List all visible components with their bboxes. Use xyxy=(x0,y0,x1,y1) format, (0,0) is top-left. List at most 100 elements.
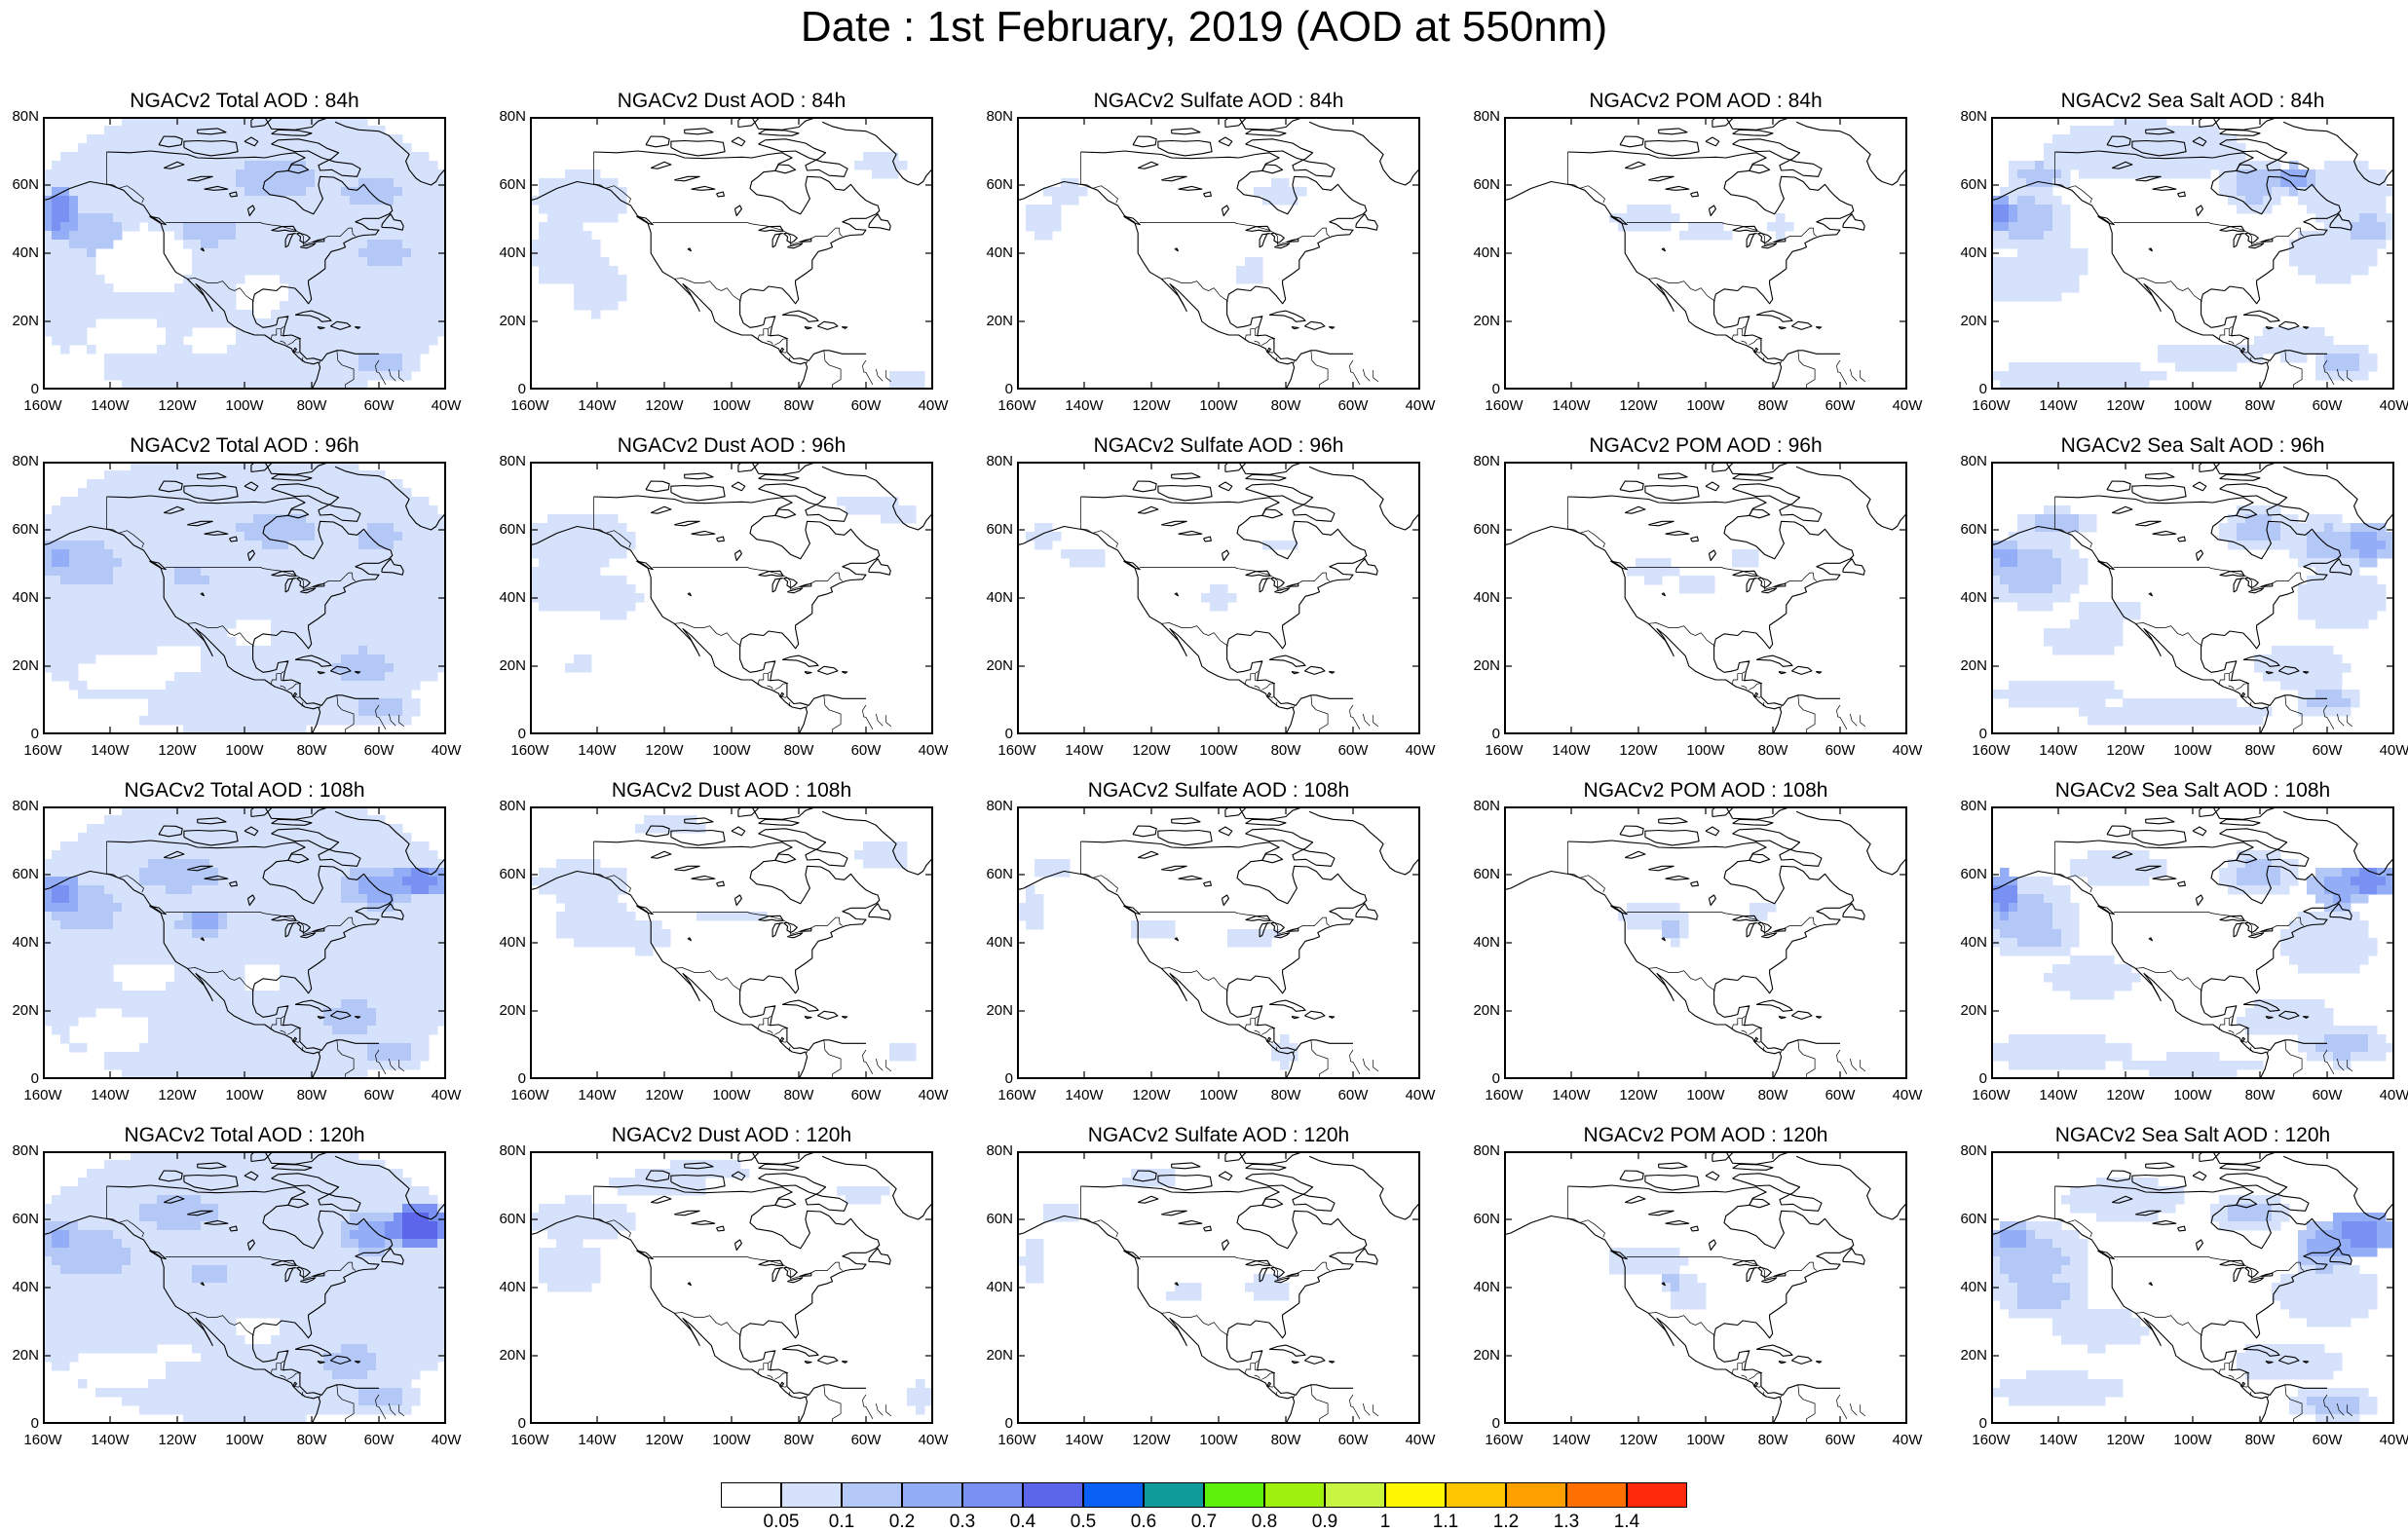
lat-tick-label: 0 xyxy=(1948,1415,1987,1432)
colorbar-swatch xyxy=(962,1482,1023,1508)
lat-tick-label: 80N xyxy=(487,798,526,814)
lon-tick-label: 120W xyxy=(635,742,694,759)
lon-tick-label: 140W xyxy=(1542,1432,1600,1448)
lon-tick-label: 100W xyxy=(702,1087,761,1103)
panel-title: NGACv2 Dust AOD : 96h xyxy=(491,434,972,458)
lat-tick-label: 20N xyxy=(974,657,1013,674)
panel-title: NGACv2 POM AOD : 108h xyxy=(1465,779,1946,803)
colorbar-label: 0.1 xyxy=(812,1512,871,1533)
lon-tick-label: 160W xyxy=(988,1432,1046,1448)
lon-tick-label: 140W xyxy=(81,397,139,414)
lat-tick-label: 60N xyxy=(1948,521,1987,538)
lat-tick-label: 20N xyxy=(487,313,526,329)
lon-tick-label: 40W xyxy=(904,1087,962,1103)
lat-tick-label: 0 xyxy=(487,1070,526,1087)
lon-tick-label: 120W xyxy=(148,1432,207,1448)
lat-tick-label: 80N xyxy=(487,453,526,469)
panel-title: NGACv2 Sulfate AOD : 96h xyxy=(978,434,1459,458)
lon-tick-label: 120W xyxy=(635,1087,694,1103)
lon-tick-label: 100W xyxy=(1676,1432,1735,1448)
lat-tick-label: 80N xyxy=(0,108,39,125)
lon-tick-label: 120W xyxy=(1122,397,1181,414)
lon-tick-label: 120W xyxy=(1609,1432,1668,1448)
lat-tick-label: 20N xyxy=(974,313,1013,329)
lon-tick-label: 60W xyxy=(837,397,895,414)
lat-tick-label: 80N xyxy=(1948,798,1987,814)
lon-tick-label: 140W xyxy=(2029,742,2088,759)
lat-tick-label: 80N xyxy=(1461,1142,1500,1159)
lon-tick-label: 60W xyxy=(1324,1432,1382,1448)
lon-tick-label: 100W xyxy=(2163,1432,2222,1448)
lat-tick-label: 80N xyxy=(487,1142,526,1159)
lat-tick-label: 80N xyxy=(1461,453,1500,469)
map-panel-pom-120h xyxy=(1504,1151,1907,1424)
lat-tick-label: 0 xyxy=(1948,726,1987,742)
lon-tick-label: 160W xyxy=(1962,742,2020,759)
panel-title: NGACv2 Total AOD : 108h xyxy=(4,779,485,803)
lat-tick-label: 80N xyxy=(0,453,39,469)
lon-tick-label: 40W xyxy=(1878,1432,1937,1448)
map-panel-dust-84h xyxy=(530,117,933,390)
lon-tick-label: 40W xyxy=(2365,1432,2408,1448)
lon-tick-label: 80W xyxy=(1257,397,1315,414)
lon-tick-label: 40W xyxy=(2365,1087,2408,1103)
lat-tick-label: 20N xyxy=(0,1002,39,1019)
aerosol-field xyxy=(530,815,917,1062)
panel-title: NGACv2 Sulfate AOD : 84h xyxy=(978,90,1459,113)
lon-tick-label: 80W xyxy=(770,1432,828,1448)
lon-tick-label: 60W xyxy=(350,1087,408,1103)
lat-tick-label: 20N xyxy=(1948,657,1987,674)
lon-tick-label: 40W xyxy=(1878,397,1937,414)
map-panel-sea-salt-108h xyxy=(1991,806,2394,1079)
colorbar-swatch xyxy=(1144,1482,1204,1508)
colorbar-label: 0.3 xyxy=(933,1512,992,1533)
lat-tick-label: 60N xyxy=(974,1211,1013,1227)
lon-tick-label: 120W xyxy=(635,1432,694,1448)
lon-tick-label: 140W xyxy=(2029,1087,2088,1103)
panel-title: NGACv2 POM AOD : 84h xyxy=(1465,90,1946,113)
map-canvas xyxy=(1991,806,2394,1079)
lon-tick-label: 40W xyxy=(1391,1087,1449,1103)
panel-title: NGACv2 Sulfate AOD : 108h xyxy=(978,779,1459,803)
panel-title: NGACv2 Sea Salt AOD : 84h xyxy=(1952,90,2408,113)
lon-tick-label: 40W xyxy=(2365,397,2408,414)
map-canvas xyxy=(530,1151,933,1424)
panel-title: NGACv2 Total AOD : 120h xyxy=(4,1124,485,1147)
lon-tick-label: 120W xyxy=(2096,1432,2155,1448)
map-canvas xyxy=(1017,117,1420,390)
lon-tick-label: 100W xyxy=(702,742,761,759)
lat-tick-label: 40N xyxy=(1948,589,1987,606)
lon-tick-label: 80W xyxy=(770,1087,828,1103)
lon-tick-label: 80W xyxy=(282,742,341,759)
lat-tick-label: 20N xyxy=(1948,313,1987,329)
map-panel-pom-108h xyxy=(1504,806,1907,1079)
lon-tick-label: 40W xyxy=(417,742,475,759)
lat-tick-label: 80N xyxy=(1461,798,1500,814)
lat-tick-label: 0 xyxy=(0,726,39,742)
lat-tick-label: 60N xyxy=(0,866,39,882)
colorbar-swatch xyxy=(1264,1482,1325,1508)
map-canvas xyxy=(1017,1151,1420,1424)
lon-tick-label: 80W xyxy=(1257,1087,1315,1103)
lon-tick-label: 100W xyxy=(1189,742,1248,759)
lon-tick-label: 40W xyxy=(1391,742,1449,759)
lon-tick-label: 100W xyxy=(215,397,274,414)
lat-tick-label: 0 xyxy=(1461,726,1500,742)
lat-tick-label: 40N xyxy=(0,1279,39,1295)
colorbar-swatch xyxy=(1446,1482,1506,1508)
map-panel-pom-84h xyxy=(1504,117,1907,390)
lat-tick-label: 60N xyxy=(0,176,39,193)
lat-tick-label: 20N xyxy=(487,1347,526,1364)
map-panel-dust-96h xyxy=(530,462,933,734)
colorbar-label: 0.5 xyxy=(1054,1512,1112,1533)
lat-tick-label: 80N xyxy=(1948,1142,1987,1159)
lon-tick-label: 80W xyxy=(2231,1087,2289,1103)
colorbar-swatch xyxy=(1204,1482,1264,1508)
coastlines xyxy=(1017,117,1420,390)
lat-tick-label: 20N xyxy=(0,1347,39,1364)
lon-tick-label: 80W xyxy=(282,397,341,414)
lat-tick-label: 20N xyxy=(1948,1347,1987,1364)
map-canvas xyxy=(1504,462,1907,734)
lat-tick-label: 80N xyxy=(0,798,39,814)
lon-tick-label: 160W xyxy=(1475,1432,1533,1448)
